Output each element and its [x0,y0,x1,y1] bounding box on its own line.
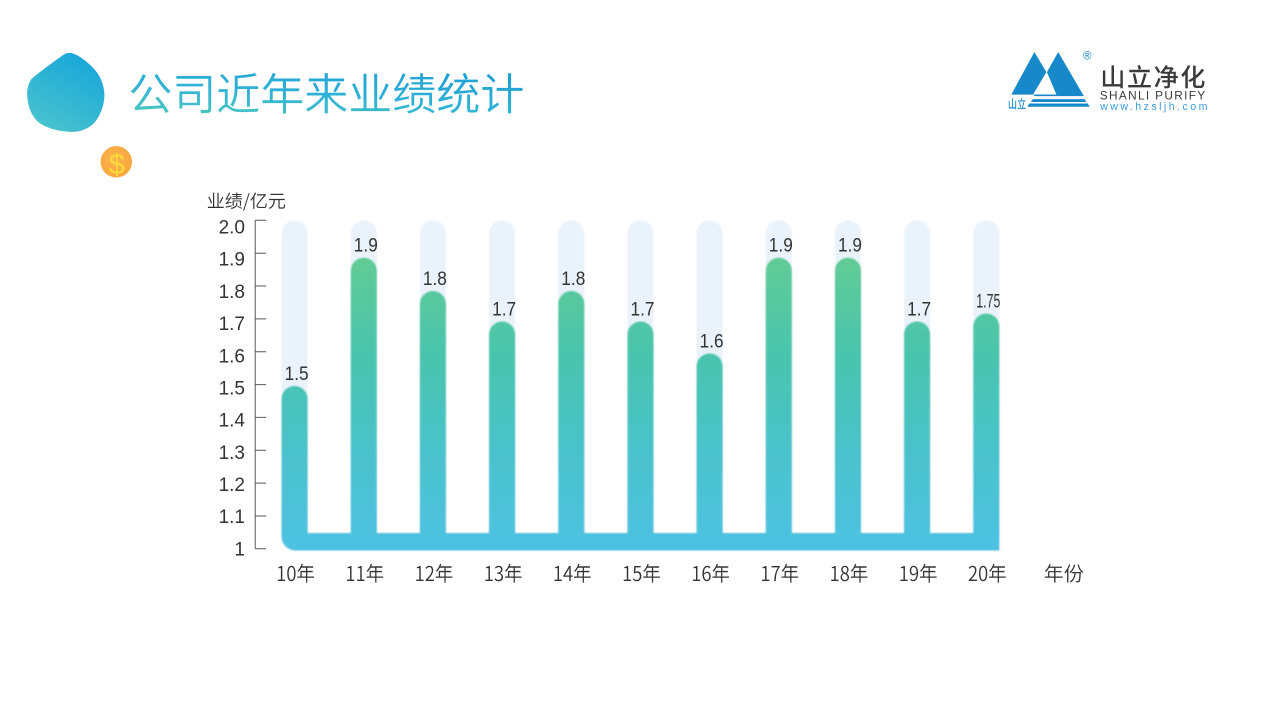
svg-text:1.9: 1.9 [219,250,245,271]
svg-text:1.9: 1.9 [354,236,378,257]
svg-text:1.8: 1.8 [219,282,245,303]
svg-text:1.8: 1.8 [561,269,585,290]
svg-text:www.hzsljh.com: www.hzsljh.com [1099,101,1210,113]
svg-text:1.75: 1.75 [976,292,1000,313]
svg-text:$: $ [109,149,125,181]
svg-text:1.6: 1.6 [219,346,245,367]
svg-text:1.9: 1.9 [769,236,793,257]
svg-text:1.7: 1.7 [631,300,655,321]
svg-text:SHANLI PURIFY: SHANLI PURIFY [1100,89,1207,103]
svg-text:1.9: 1.9 [838,236,862,257]
svg-text:1.4: 1.4 [219,411,246,432]
svg-text:1.7: 1.7 [492,300,516,321]
svg-text:1.7: 1.7 [907,300,931,321]
svg-text:1.2: 1.2 [219,475,245,496]
svg-text:1: 1 [234,539,245,560]
svg-text:2.0: 2.0 [219,218,245,239]
svg-text:1.8: 1.8 [423,269,447,290]
svg-text:1.5: 1.5 [285,364,309,385]
svg-text:1.6: 1.6 [700,332,724,353]
svg-text:®: ® [1083,51,1092,63]
svg-text:1.3: 1.3 [219,443,245,464]
svg-text:1.5: 1.5 [219,378,245,399]
svg-text:1.7: 1.7 [219,314,245,335]
svg-text:1.1: 1.1 [219,507,245,528]
